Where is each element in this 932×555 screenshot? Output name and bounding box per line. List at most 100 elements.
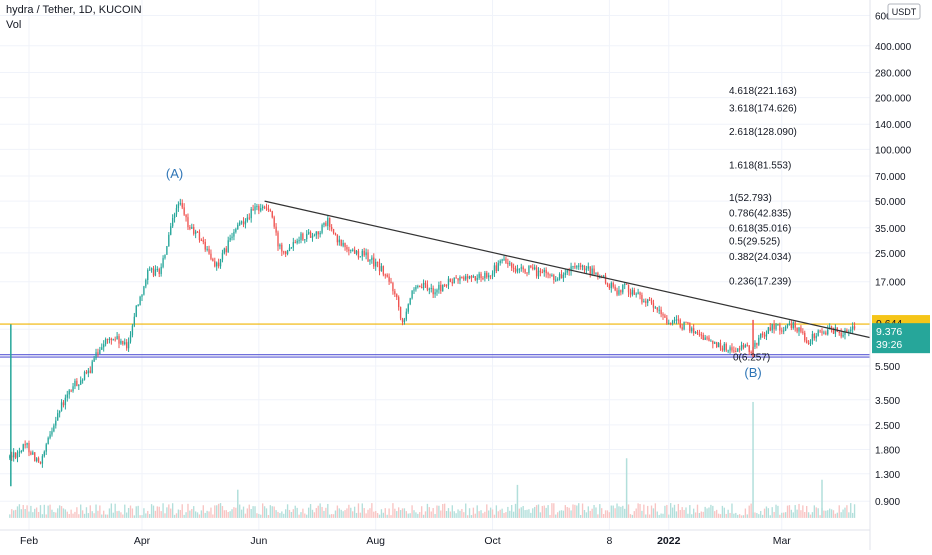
candle-body [850,329,852,332]
time-axis[interactable]: Feb Apr Jun Aug Oct 8 2022 Mar [0,529,870,547]
volume-bar [375,510,377,518]
currency-unit-box[interactable] [887,3,921,20]
volume-bar [260,514,262,518]
wave-label[interactable]: (B) [744,365,761,380]
candle-body [445,285,448,287]
candle-body [30,452,32,455]
candle-body [832,327,835,334]
candle-body [18,451,21,453]
candle-body [830,326,833,328]
volume-bar [118,510,120,518]
candle-body [683,321,685,330]
candle-body [208,248,210,254]
candle-body [507,262,509,265]
volume-bar [495,505,498,518]
candle-body [800,327,802,332]
volume-bar [558,510,561,518]
volume-indicator-label[interactable]: Vol [6,19,22,31]
candle-body [214,261,216,267]
volume-bar [420,506,423,518]
volume-bar [202,505,204,518]
volume-bar [658,514,660,518]
candle-body [528,266,530,273]
volume-bar [248,504,250,518]
descending-trendline[interactable] [264,200,890,343]
volume-bar [168,504,170,518]
volume-bar [409,513,411,518]
horizontal-levels [0,323,870,358]
x-tick-label: 2022 [657,535,681,547]
candle-body [654,307,657,309]
wave-label[interactable]: (A) [166,166,183,181]
candle-body [116,336,118,340]
candle-body [223,248,226,254]
volume-bar [654,503,657,518]
volume-bar [850,503,852,518]
volume-bar [543,505,545,518]
volume-bar [242,506,245,518]
volume-bar [141,515,143,518]
candle-body [681,327,683,330]
volume-bar [750,503,752,518]
candle-body [443,284,446,286]
candle-body [570,266,572,272]
volume-bar [348,504,350,518]
volume-bar [541,505,544,518]
y-tick-label: 1.300 [875,470,900,481]
candle-body [742,344,745,348]
volume-bar [802,505,804,518]
volume-bar [284,509,287,518]
candle-body [216,262,218,267]
y-tick-label: 35.000 [875,224,906,235]
volume-bar [522,506,524,518]
volume-bar [81,510,84,518]
volume-bar [68,514,70,518]
candle-body [309,232,312,238]
candle-body [664,315,666,318]
candle-body [162,258,164,267]
candle-body [108,338,111,340]
candle-body [499,260,501,264]
candle-body [493,265,496,274]
candle-body [415,286,417,290]
candle-body [599,276,601,278]
volume-bar [800,510,802,518]
volume-bar [466,515,469,518]
volume-bar [45,514,47,518]
candle-body [392,283,394,292]
volume-bar [602,514,605,518]
volume-bar [332,514,335,518]
candle-body [57,413,59,421]
volume-bar [267,514,270,518]
candle-body [595,273,597,275]
volume-bar [252,506,254,518]
candle-body [311,236,314,238]
volume-bar [817,508,819,518]
candle-body [535,267,538,277]
candle-body [148,269,151,271]
candle-body [775,324,777,330]
candle-body [631,290,634,295]
symbol-title[interactable]: hydra / Tether, 1D, KUCOIN [6,4,142,16]
candle-body [99,349,101,354]
candle-body [154,269,157,276]
candle-body [568,270,570,272]
volume-bar [534,506,536,518]
candle-body [505,258,507,263]
volume-bar [681,507,683,518]
candle-body [556,279,559,281]
candle-body [721,348,724,351]
volume-spike [237,489,239,518]
volume-bar [629,514,632,518]
candle-body [700,334,702,336]
volume-bar [380,509,383,518]
volume-bar [396,511,398,518]
candle-body [715,342,718,348]
volume-bar [419,512,421,518]
volume-bar [193,506,195,518]
volume-bar [317,505,319,518]
price-axis[interactable]: 600.000400.000280.000200.000140.000100.0… [869,0,932,550]
candle-body [811,334,814,341]
